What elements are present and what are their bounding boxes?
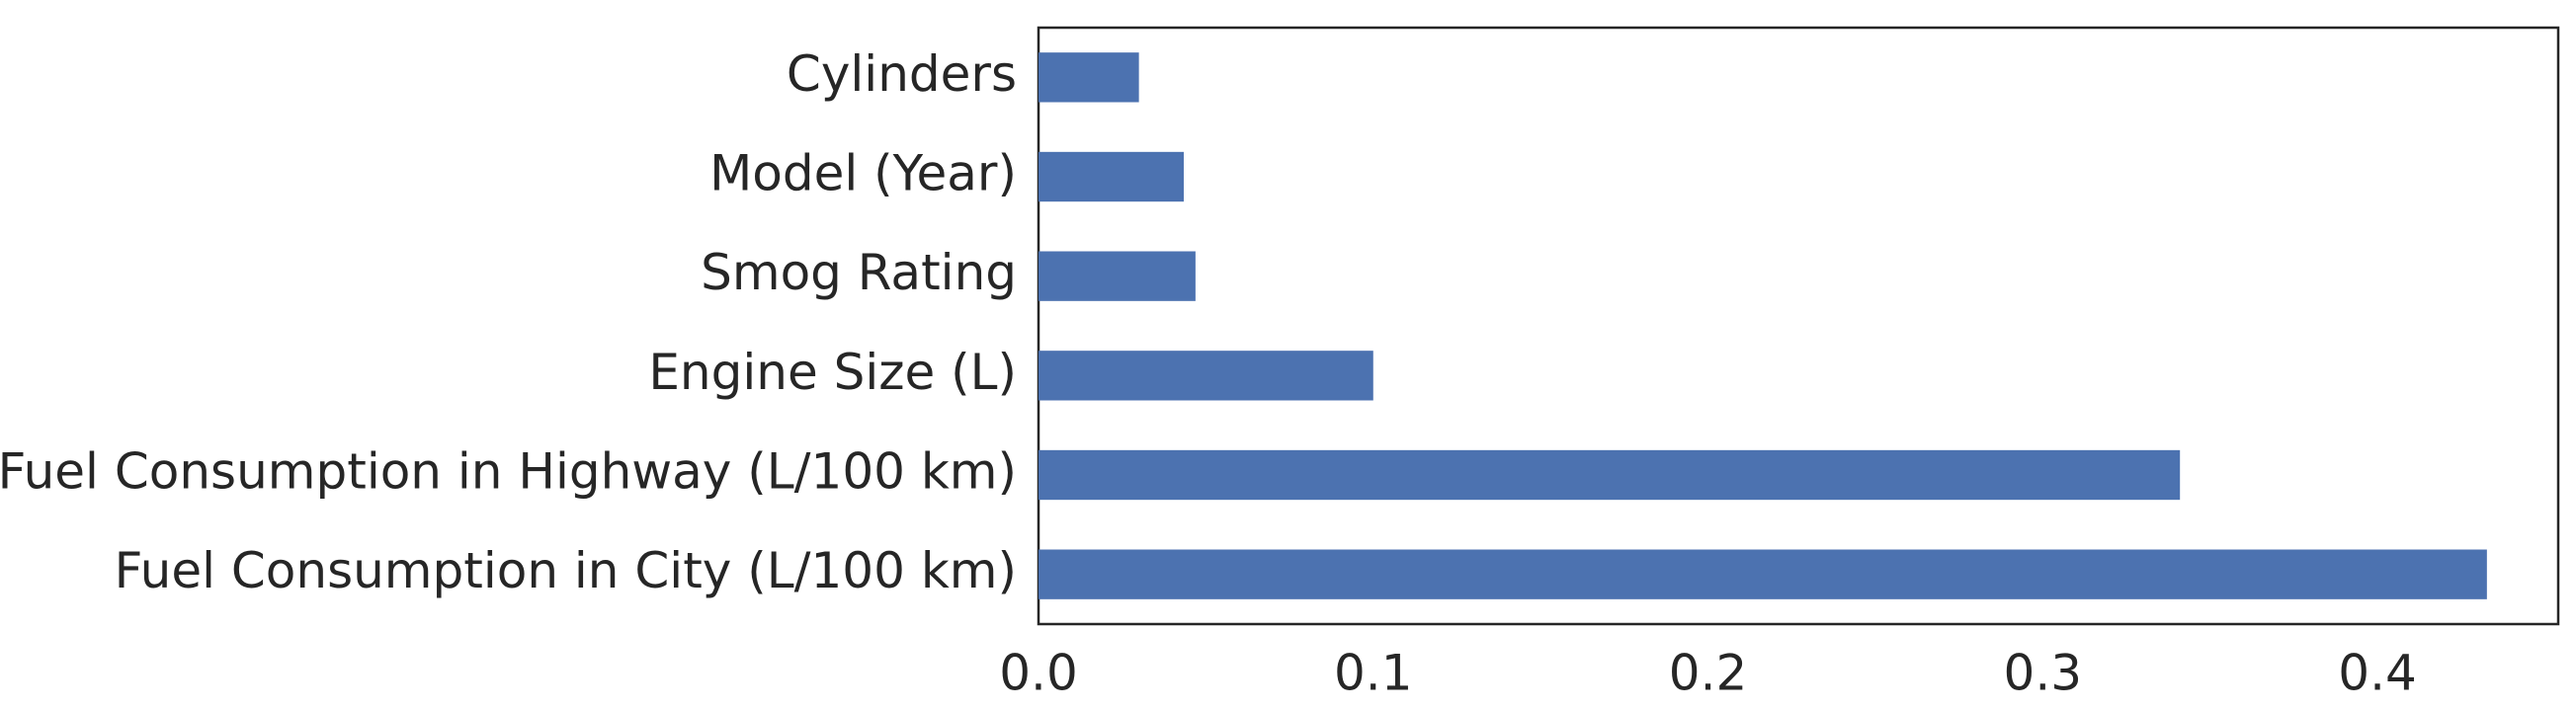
- x-tick-label: 0.4: [2338, 645, 2417, 702]
- x-tick-label: 0.3: [2004, 645, 2083, 702]
- bar: [1039, 251, 1196, 301]
- x-tick-label: 0.0: [999, 645, 1078, 702]
- bar: [1039, 449, 2181, 501]
- bar: [1039, 351, 1373, 401]
- y-tick-label: Model (Year): [709, 145, 1017, 202]
- y-tick-label: Cylinders: [787, 45, 1017, 103]
- x-tick-label: 0.2: [1669, 645, 1748, 702]
- x-tick-label: 0.1: [1334, 645, 1413, 702]
- y-tick-label: Fuel Consumption in Highway (L/100 km): [0, 443, 1017, 501]
- y-tick-label: Fuel Consumption in City (L/100 km): [115, 542, 1017, 599]
- bar: [1039, 52, 1139, 103]
- bar: [1039, 549, 2487, 599]
- y-tick-label: Smog Rating: [701, 244, 1017, 301]
- bar: [1039, 151, 1185, 202]
- y-tick-label: Engine Size (L): [648, 344, 1017, 401]
- axes-frame: [1037, 26, 2560, 626]
